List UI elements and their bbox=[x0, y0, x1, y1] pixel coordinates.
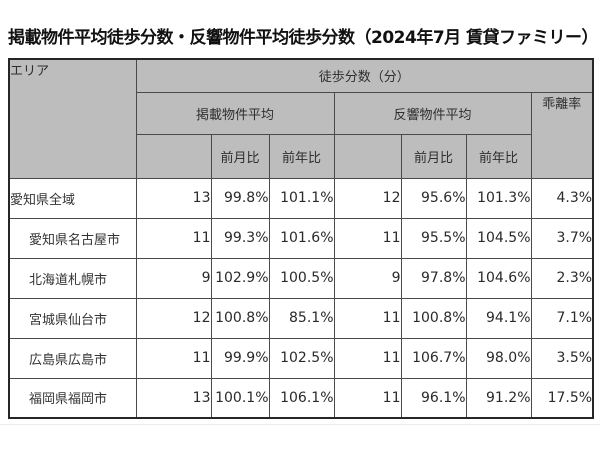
header-listed-average: 掲載物件平均 bbox=[135, 91, 335, 135]
divergence-cell: 7.1% bbox=[530, 297, 594, 339]
listed-avg-cell: 11 bbox=[135, 337, 212, 379]
listed-avg-cell: 13 bbox=[135, 377, 212, 419]
header-divergence: 乖離率 bbox=[530, 91, 594, 179]
response-avg-cell: 11 bbox=[333, 297, 402, 339]
press-logo: LIFULL HOME'S PRESS bbox=[598, 20, 600, 57]
response-avg-cell: 11 bbox=[333, 377, 402, 419]
content-divider bbox=[0, 424, 600, 425]
response-avg-cell: 11 bbox=[333, 217, 402, 259]
response-avg-cell: 9 bbox=[333, 257, 402, 299]
response-yoy-cell: 104.5% bbox=[465, 217, 532, 259]
area-cell: 広島県広島市 bbox=[8, 337, 137, 379]
header-area: エリア bbox=[8, 58, 137, 179]
response-yoy-cell: 104.6% bbox=[465, 257, 532, 299]
area-cell: 宮城県仙台市 bbox=[8, 297, 137, 339]
table-row: 北海道札幌市 9 102.9% 100.5% 9 97.8% 104.6% 2.… bbox=[8, 257, 594, 299]
area-cell: 福岡県福岡市 bbox=[8, 377, 137, 419]
listed-yoy-cell: 100.5% bbox=[268, 257, 335, 299]
data-table: エリア 徒歩分数（分） 掲載物件平均 反響物件平均 乖離率 前月比 前年比 前月… bbox=[8, 58, 595, 419]
listed-avg-cell: 13 bbox=[135, 177, 212, 219]
header-spacer-cell bbox=[333, 133, 402, 179]
response-mom-cell: 96.1% bbox=[400, 377, 467, 419]
divergence-cell: 3.5% bbox=[530, 337, 594, 379]
header-walk-minutes: 徒歩分数（分） bbox=[135, 58, 594, 93]
listed-mom-cell: 100.8% bbox=[210, 297, 270, 339]
header-listed-mom: 前月比 bbox=[210, 133, 270, 179]
table-row: 愛知県名古屋市 11 99.3% 101.6% 11 95.5% 104.5% … bbox=[8, 217, 594, 259]
divergence-cell: 2.3% bbox=[530, 257, 594, 299]
listed-mom-cell: 100.1% bbox=[210, 377, 270, 419]
listed-yoy-cell: 101.6% bbox=[268, 217, 335, 259]
table-row: 福岡県福岡市 13 100.1% 106.1% 11 96.1% 91.2% 1… bbox=[8, 377, 594, 419]
area-cell: 愛知県名古屋市 bbox=[8, 217, 137, 259]
response-yoy-cell: 91.2% bbox=[465, 377, 532, 419]
divergence-cell: 4.3% bbox=[530, 177, 594, 219]
response-mom-cell: 95.6% bbox=[400, 177, 467, 219]
listed-mom-cell: 99.8% bbox=[210, 177, 270, 219]
listed-yoy-cell: 101.1% bbox=[268, 177, 335, 219]
response-avg-cell: 12 bbox=[333, 177, 402, 219]
listed-avg-cell: 12 bbox=[135, 297, 212, 339]
header-listed-yoy: 前年比 bbox=[268, 133, 335, 179]
logo-wordmark-press: PRESS bbox=[598, 28, 600, 50]
header-response-yoy: 前年比 bbox=[465, 133, 532, 179]
listed-avg-cell: 11 bbox=[135, 217, 212, 259]
divergence-cell: 17.5% bbox=[530, 377, 594, 419]
listed-yoy-cell: 85.1% bbox=[268, 297, 335, 339]
area-cell: 愛知県全域 bbox=[8, 177, 137, 219]
listed-mom-cell: 99.9% bbox=[210, 337, 270, 379]
figure-header: 掲載物件平均徒歩分数・反響物件平均徒歩分数（2024年7月 賃貸ファミリー） L… bbox=[8, 0, 600, 57]
response-yoy-cell: 98.0% bbox=[465, 337, 532, 379]
listed-mom-cell: 102.9% bbox=[210, 257, 270, 299]
listed-yoy-cell: 102.5% bbox=[268, 337, 335, 379]
header-spacer-cell bbox=[135, 133, 212, 179]
table-row: 広島県広島市 11 99.9% 102.5% 11 106.7% 98.0% 3… bbox=[8, 337, 594, 379]
listed-yoy-cell: 106.1% bbox=[268, 377, 335, 419]
response-yoy-cell: 94.1% bbox=[465, 297, 532, 339]
response-mom-cell: 106.7% bbox=[400, 337, 467, 379]
response-mom-cell: 97.8% bbox=[400, 257, 467, 299]
listed-avg-cell: 9 bbox=[135, 257, 212, 299]
response-mom-cell: 100.8% bbox=[400, 297, 467, 339]
response-yoy-cell: 101.3% bbox=[465, 177, 532, 219]
response-mom-cell: 95.5% bbox=[400, 217, 467, 259]
divergence-cell: 3.7% bbox=[530, 217, 594, 259]
area-cell: 北海道札幌市 bbox=[8, 257, 137, 299]
page-title: 掲載物件平均徒歩分数・反響物件平均徒歩分数（2024年7月 賃貸ファミリー） bbox=[8, 28, 599, 48]
header-response-mom: 前月比 bbox=[400, 133, 467, 179]
listed-mom-cell: 99.3% bbox=[210, 217, 270, 259]
header-response-average: 反響物件平均 bbox=[333, 91, 532, 135]
response-avg-cell: 11 bbox=[333, 337, 402, 379]
table-row: 宮城県仙台市 12 100.8% 85.1% 11 100.8% 94.1% 7… bbox=[8, 297, 594, 339]
table-row: 愛知県全域 13 99.8% 101.1% 12 95.6% 101.3% 4.… bbox=[8, 177, 594, 219]
